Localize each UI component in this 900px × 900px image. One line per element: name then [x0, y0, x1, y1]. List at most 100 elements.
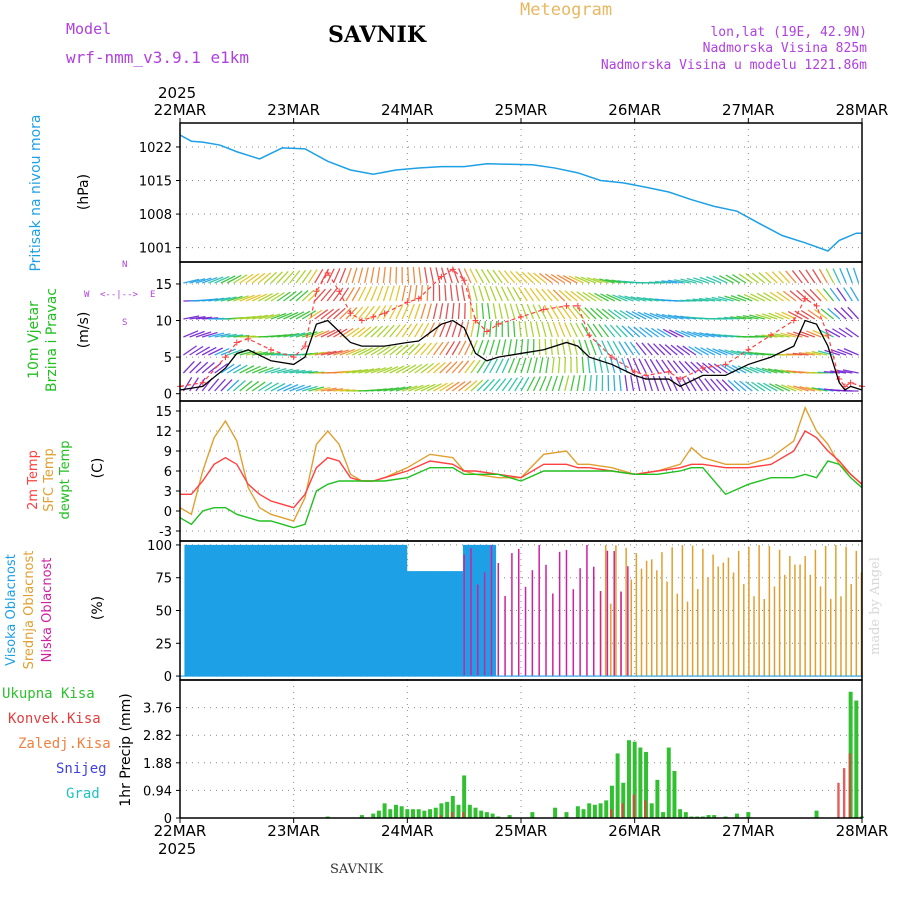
cloud-ylabel-1: Visoka Oblacnost [4, 540, 24, 680]
wind-barb [466, 285, 472, 302]
wind-barb [562, 274, 578, 284]
wind-barb [214, 333, 231, 338]
x-tick-label-bottom: 28MAR [836, 822, 889, 840]
x-tick-label-top: 28MAR [836, 101, 889, 119]
wind-barb [595, 308, 609, 320]
wind-barb [568, 275, 584, 284]
wind-barb [798, 269, 810, 284]
precip-conv-bar [644, 800, 647, 818]
wind-barb [233, 316, 250, 320]
y-tick-label: 75 [155, 572, 172, 587]
wind-barb [822, 288, 835, 302]
wind-barb [773, 333, 790, 338]
wind-barb [658, 343, 672, 356]
wind-barb [320, 268, 330, 284]
pressure-unit: (hPa) [76, 162, 96, 222]
wind-barb [693, 277, 709, 284]
wind-barb [414, 285, 418, 302]
wind-barb [464, 359, 475, 374]
compass-legend: N W E S <--|--> [82, 260, 162, 330]
wind-barb [606, 340, 616, 356]
compass-arrows-icon: <--|--> [100, 290, 138, 300]
wind-barb [457, 302, 461, 320]
precip-conv-bar [439, 815, 442, 818]
wind-barb [606, 293, 622, 302]
wind-barb [725, 364, 741, 374]
wind-barb [489, 285, 497, 302]
wind-gust-point [347, 310, 354, 317]
wind-gust-point [563, 302, 570, 309]
wind-barb [314, 330, 330, 338]
precip-conv-bar [842, 768, 846, 818]
wind-barb [721, 379, 735, 392]
precip-total-bar [661, 812, 666, 818]
wind-barb [351, 267, 358, 284]
wind-gust-point [415, 295, 422, 302]
wind-barb [389, 324, 401, 338]
wind-barb [736, 350, 753, 356]
wind-barb [699, 276, 716, 284]
wind-barb [401, 285, 407, 302]
wind-barb [812, 269, 822, 284]
wind-barb [252, 351, 269, 356]
wind-barb [289, 384, 305, 392]
wind-barb [345, 369, 362, 374]
wind-barb [475, 302, 478, 320]
wind-barb [302, 352, 319, 356]
precip-total-bar [359, 815, 364, 818]
wind-barb [730, 294, 747, 302]
wind-barb [226, 379, 240, 392]
wind-barb [195, 331, 212, 338]
wind-barb [609, 324, 622, 338]
wind-barb [601, 308, 616, 320]
y-tick-label: 15 [155, 405, 172, 420]
wind-barb [630, 296, 647, 302]
wind-barb [183, 315, 200, 320]
precip-total-bar [598, 803, 603, 818]
wind-barb [549, 305, 560, 320]
frame-layer [176, 118, 863, 823]
wind-barb [738, 273, 753, 284]
wind-barb [724, 349, 741, 356]
wind-barb [283, 290, 297, 302]
wind-barb [833, 307, 847, 320]
wind-barb [504, 303, 510, 320]
wind-barb [612, 294, 628, 302]
precip-total-bar [644, 751, 649, 818]
wind-barb [408, 363, 423, 374]
wind-barb [495, 339, 501, 356]
wind-barb [789, 290, 803, 302]
panel-frame [179, 400, 863, 542]
x-tick-label-top: 24MAR [381, 101, 434, 119]
wind-barb [629, 341, 641, 356]
wind-barb [364, 286, 373, 302]
wind-barb [771, 271, 785, 284]
precip-unit-text: 1hr Precip (mm) [118, 693, 134, 807]
wind-barb [545, 375, 553, 392]
wind-barb [618, 375, 622, 392]
wind-barb [636, 296, 653, 302]
wind-barb [794, 310, 809, 320]
wind-barb [655, 359, 666, 374]
wind-barb [326, 328, 342, 338]
wind-barb [445, 303, 449, 320]
y-tick-label: 12 [155, 425, 172, 440]
y-tick-label: -3 [159, 525, 172, 540]
temp-unit-text: (C) [90, 457, 106, 479]
wind-barb [535, 321, 541, 338]
wind-barb [715, 378, 728, 392]
wind-barb [282, 270, 295, 284]
wind-barb [308, 351, 325, 356]
legend-conv-rain: Konvek.Kisa [8, 711, 101, 727]
wind-barb [439, 361, 452, 374]
wind-barb [264, 352, 281, 356]
wind-barb [582, 375, 587, 392]
wind-barb [470, 359, 481, 374]
wind-barb [326, 288, 338, 302]
wind-barb [208, 347, 224, 356]
wind-barb [589, 339, 597, 356]
wind-ylabel-1: 10m Vjetar [26, 280, 46, 400]
wind-gust-point [495, 321, 502, 328]
wind-barb [621, 357, 628, 374]
wind-barb [742, 351, 759, 356]
